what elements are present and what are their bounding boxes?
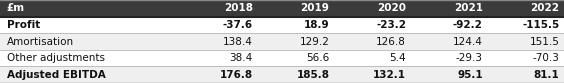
FancyBboxPatch shape xyxy=(180,66,257,83)
FancyBboxPatch shape xyxy=(257,33,334,50)
FancyBboxPatch shape xyxy=(0,50,180,66)
Text: 151.5: 151.5 xyxy=(530,37,559,46)
FancyBboxPatch shape xyxy=(487,33,564,50)
Text: 2019: 2019 xyxy=(301,3,329,13)
Text: -92.2: -92.2 xyxy=(453,20,483,30)
Text: 2020: 2020 xyxy=(377,3,406,13)
Text: -37.6: -37.6 xyxy=(223,20,253,30)
FancyBboxPatch shape xyxy=(180,0,257,17)
FancyBboxPatch shape xyxy=(257,0,334,17)
FancyBboxPatch shape xyxy=(0,0,180,17)
FancyBboxPatch shape xyxy=(487,17,564,33)
FancyBboxPatch shape xyxy=(411,17,487,33)
FancyBboxPatch shape xyxy=(411,0,487,17)
FancyBboxPatch shape xyxy=(487,66,564,83)
Text: 2021: 2021 xyxy=(454,3,483,13)
FancyBboxPatch shape xyxy=(334,66,411,83)
Text: Amortisation: Amortisation xyxy=(7,37,74,46)
FancyBboxPatch shape xyxy=(0,17,180,33)
FancyBboxPatch shape xyxy=(411,50,487,66)
FancyBboxPatch shape xyxy=(257,17,334,33)
FancyBboxPatch shape xyxy=(411,33,487,50)
Text: 124.4: 124.4 xyxy=(453,37,483,46)
Text: 126.8: 126.8 xyxy=(376,37,406,46)
FancyBboxPatch shape xyxy=(487,50,564,66)
Text: -29.3: -29.3 xyxy=(456,53,483,63)
Text: 185.8: 185.8 xyxy=(296,70,329,80)
Text: Adjusted EBITDA: Adjusted EBITDA xyxy=(7,70,105,80)
Text: 38.4: 38.4 xyxy=(230,53,253,63)
Text: -115.5: -115.5 xyxy=(522,20,559,30)
Text: 2022: 2022 xyxy=(531,3,559,13)
Text: 176.8: 176.8 xyxy=(219,70,253,80)
Text: -70.3: -70.3 xyxy=(532,53,559,63)
FancyBboxPatch shape xyxy=(334,50,411,66)
FancyBboxPatch shape xyxy=(334,33,411,50)
FancyBboxPatch shape xyxy=(257,66,334,83)
Text: 132.1: 132.1 xyxy=(373,70,406,80)
Text: 2018: 2018 xyxy=(224,3,253,13)
Text: 129.2: 129.2 xyxy=(299,37,329,46)
Text: 5.4: 5.4 xyxy=(390,53,406,63)
FancyBboxPatch shape xyxy=(180,50,257,66)
Text: 95.1: 95.1 xyxy=(457,70,483,80)
Text: 81.1: 81.1 xyxy=(534,70,559,80)
FancyBboxPatch shape xyxy=(411,66,487,83)
FancyBboxPatch shape xyxy=(334,17,411,33)
FancyBboxPatch shape xyxy=(180,17,257,33)
FancyBboxPatch shape xyxy=(180,33,257,50)
FancyBboxPatch shape xyxy=(257,50,334,66)
Text: £m: £m xyxy=(7,3,25,13)
Text: 56.6: 56.6 xyxy=(306,53,329,63)
Text: Profit: Profit xyxy=(7,20,40,30)
FancyBboxPatch shape xyxy=(0,33,180,50)
Text: 138.4: 138.4 xyxy=(223,37,253,46)
Text: 18.9: 18.9 xyxy=(304,20,329,30)
FancyBboxPatch shape xyxy=(487,0,564,17)
FancyBboxPatch shape xyxy=(334,0,411,17)
Text: -23.2: -23.2 xyxy=(376,20,406,30)
Text: Other adjustments: Other adjustments xyxy=(7,53,105,63)
FancyBboxPatch shape xyxy=(0,66,180,83)
